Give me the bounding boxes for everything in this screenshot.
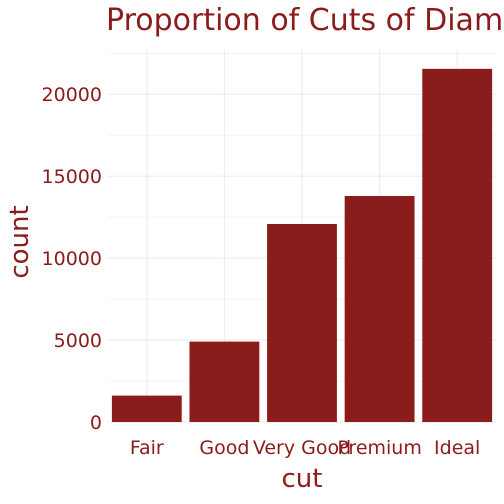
x-tick-label: Very Good bbox=[253, 437, 351, 459]
bar-very-good bbox=[267, 224, 337, 422]
y-tick-label: 0 bbox=[90, 412, 102, 434]
y-axis: 0 5000 10000 15000 20000 bbox=[42, 84, 102, 434]
y-tick-label: 5000 bbox=[54, 330, 102, 352]
chart-title: Proportion of Cuts of Diam bbox=[106, 3, 503, 38]
bar-good bbox=[189, 341, 260, 422]
x-axis-label: cut bbox=[282, 464, 323, 494]
y-tick-label: 10000 bbox=[42, 248, 102, 270]
x-tick-label: Premium bbox=[337, 437, 422, 459]
x-tick-label: Ideal bbox=[434, 437, 480, 459]
x-tick-label: Good bbox=[199, 437, 249, 459]
x-tick-label: Fair bbox=[130, 437, 164, 459]
y-tick-label: 20000 bbox=[42, 84, 102, 106]
bar-ideal bbox=[422, 68, 493, 422]
bars bbox=[111, 68, 493, 422]
bar-premium bbox=[344, 195, 415, 422]
y-axis-label: count bbox=[5, 205, 35, 278]
y-tick-label: 15000 bbox=[42, 166, 102, 188]
bar-fair bbox=[111, 395, 182, 422]
